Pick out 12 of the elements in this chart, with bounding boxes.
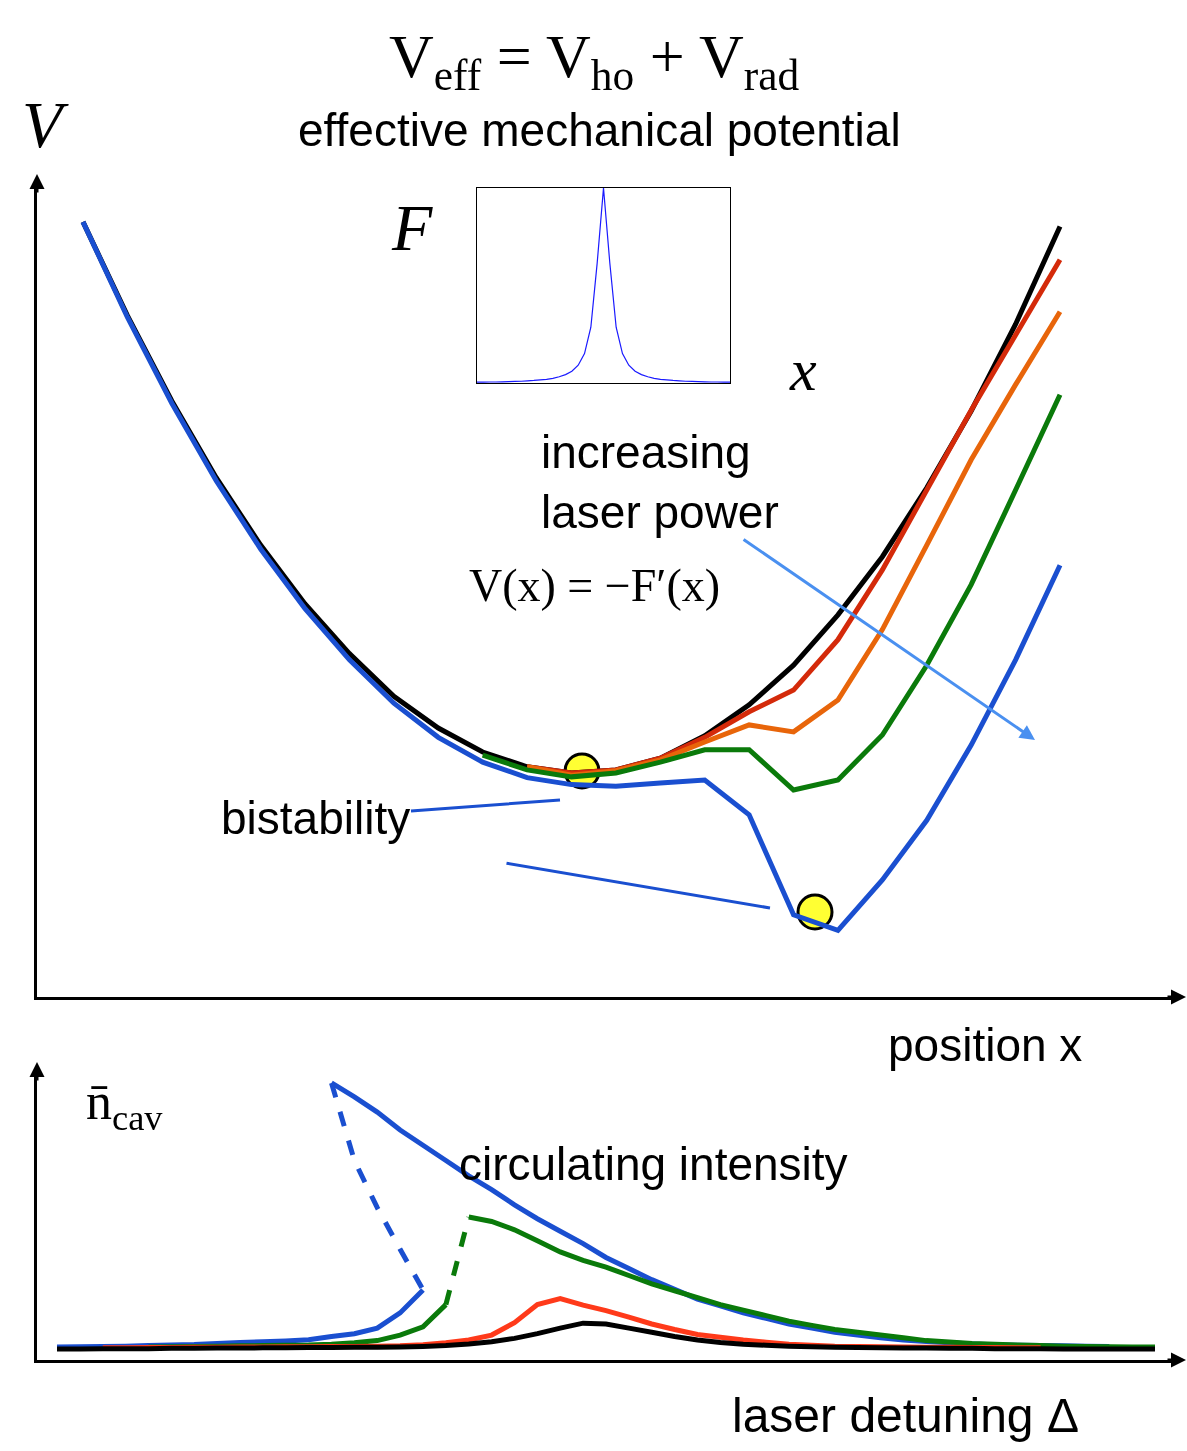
x-axis-title: laser detuning Δ <box>732 1389 1079 1442</box>
chart-subtitle: effective mechanical potential <box>298 104 901 156</box>
x-axis-title: x <box>789 337 817 403</box>
x-axis-title: position x <box>888 1019 1083 1071</box>
annotation: increasing laser power <box>541 426 779 538</box>
annotation: V(x) = −F′(x) <box>469 560 721 611</box>
y-axis-title: n̄$_{cav}$ <box>86 1073 164 1138</box>
y-axis-title: V <box>22 88 69 161</box>
annotation: bistability <box>221 792 411 844</box>
chart-title: V$_{eff}$ = V$_{ho}$ + V$_{rad}$ <box>389 22 800 100</box>
annotation: circulating intensity <box>459 1138 848 1190</box>
y-axis-title: F <box>391 191 433 264</box>
